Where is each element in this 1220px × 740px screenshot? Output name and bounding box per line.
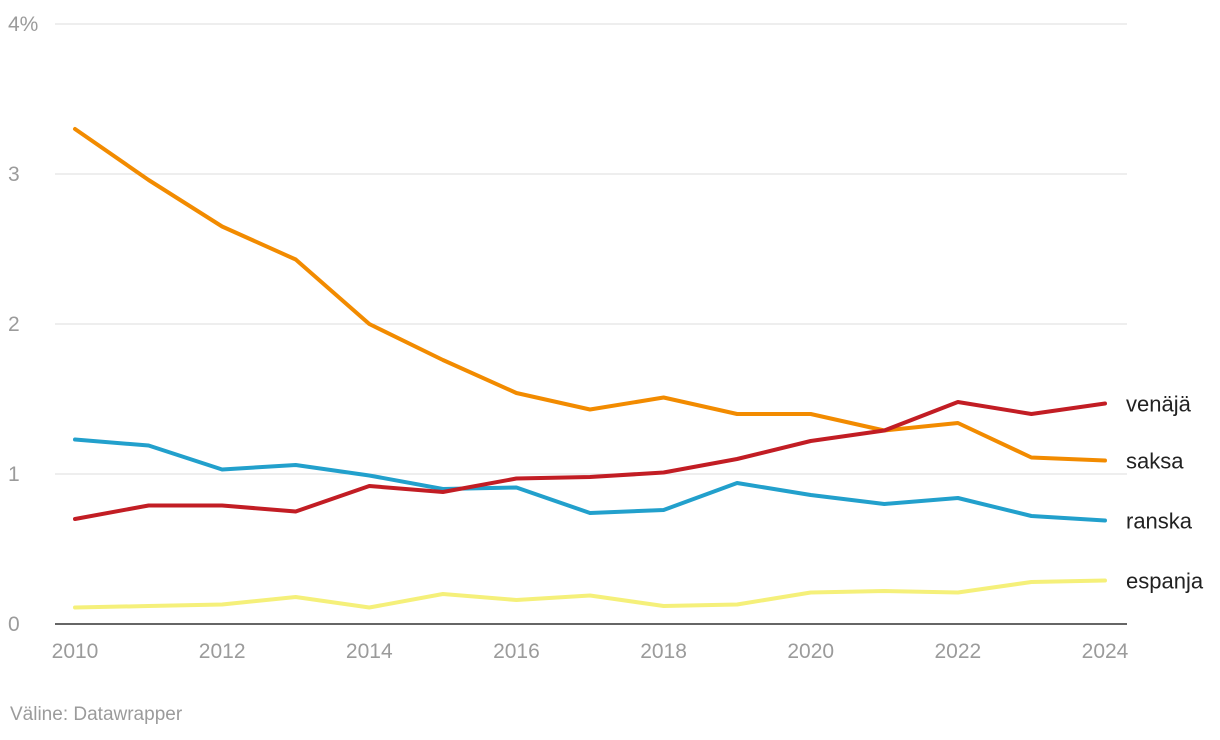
- series-line-ranska: [73, 437, 1107, 523]
- series-label-ranska: ranska: [1126, 509, 1193, 534]
- x-tick-label: 2024: [1082, 640, 1129, 663]
- grid-lines: [55, 23, 1127, 625]
- y-axis-tick-labels: 0 1 2 3 4%: [8, 13, 38, 636]
- y-tick-label: 2: [8, 313, 20, 336]
- source-note: Väline: Datawrapper: [10, 704, 183, 725]
- series-label-espanja: espanja: [1126, 569, 1204, 594]
- series-label-saksa: saksa: [1126, 449, 1184, 474]
- y-tick-label: 3: [8, 163, 20, 186]
- x-tick-label: 2016: [493, 640, 540, 663]
- series-label-venäjä: venäjä: [1126, 392, 1192, 417]
- x-tick-label: 2014: [346, 640, 393, 663]
- x-tick-label: 2020: [787, 640, 834, 663]
- x-tick-label: 2022: [934, 640, 981, 663]
- series-labels: venäjä saksa ranska espanja: [1126, 392, 1204, 594]
- series-line-saksa: [73, 127, 1107, 463]
- x-axis-tick-labels: 2010 2012 2014 2016 2018 2020 2022 2024: [52, 640, 1129, 663]
- y-tick-label: 1: [8, 463, 20, 486]
- y-tick-label: 4%: [8, 13, 38, 36]
- x-tick-label: 2010: [52, 640, 99, 663]
- y-tick-label: 0: [8, 613, 20, 636]
- series-line-espanja: [73, 578, 1107, 610]
- series-lines: [73, 127, 1107, 610]
- x-tick-label: 2012: [199, 640, 246, 663]
- series-line-venäjä: [73, 400, 1107, 521]
- x-tick-label: 2018: [640, 640, 687, 663]
